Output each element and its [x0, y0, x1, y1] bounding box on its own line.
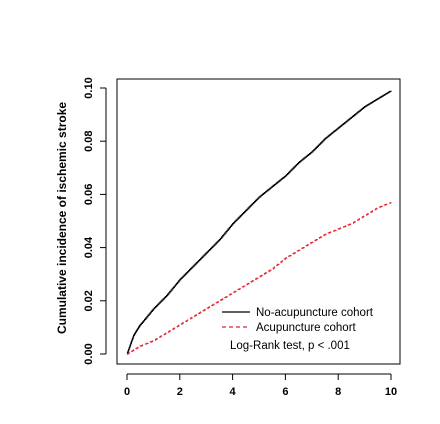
y-axis-label: Cumulative incidence of ischemic stroke: [55, 102, 69, 334]
x-tick-label: 6: [282, 386, 288, 398]
legend-label-acupuncture: Acupuncture cohort: [256, 322, 357, 334]
y-tick-label: 0.00: [83, 343, 95, 364]
y-tick-label: 0.02: [83, 290, 95, 311]
x-tick-label: 8: [335, 386, 341, 398]
series-line-no-acupuncture: [126, 90, 392, 355]
legend: No-acupuncture cohort Acupuncture cohort…: [222, 307, 374, 352]
series-layer: [126, 90, 392, 355]
x-tick-label: 10: [385, 386, 397, 398]
x-axis: 0 2 4 6 8 10: [124, 373, 397, 398]
y-axis: 0.00 0.02 0.04 0.06 0.08 0.10: [83, 77, 107, 365]
y-tick-label: 0.06: [83, 184, 95, 205]
legend-label-no-acupuncture: No-acupuncture cohort: [256, 307, 374, 319]
log-rank-annotation: Log-Rank test, p < .001: [230, 340, 350, 352]
x-tick-label: 4: [230, 386, 237, 398]
y-tick-label: 0.04: [83, 236, 95, 258]
x-tick-label: 2: [177, 386, 183, 398]
x-tick-label: 0: [124, 386, 130, 398]
y-tick-label: 0.08: [83, 130, 95, 151]
plot-box: [116, 78, 401, 365]
y-tick-label: 0.10: [83, 77, 95, 98]
